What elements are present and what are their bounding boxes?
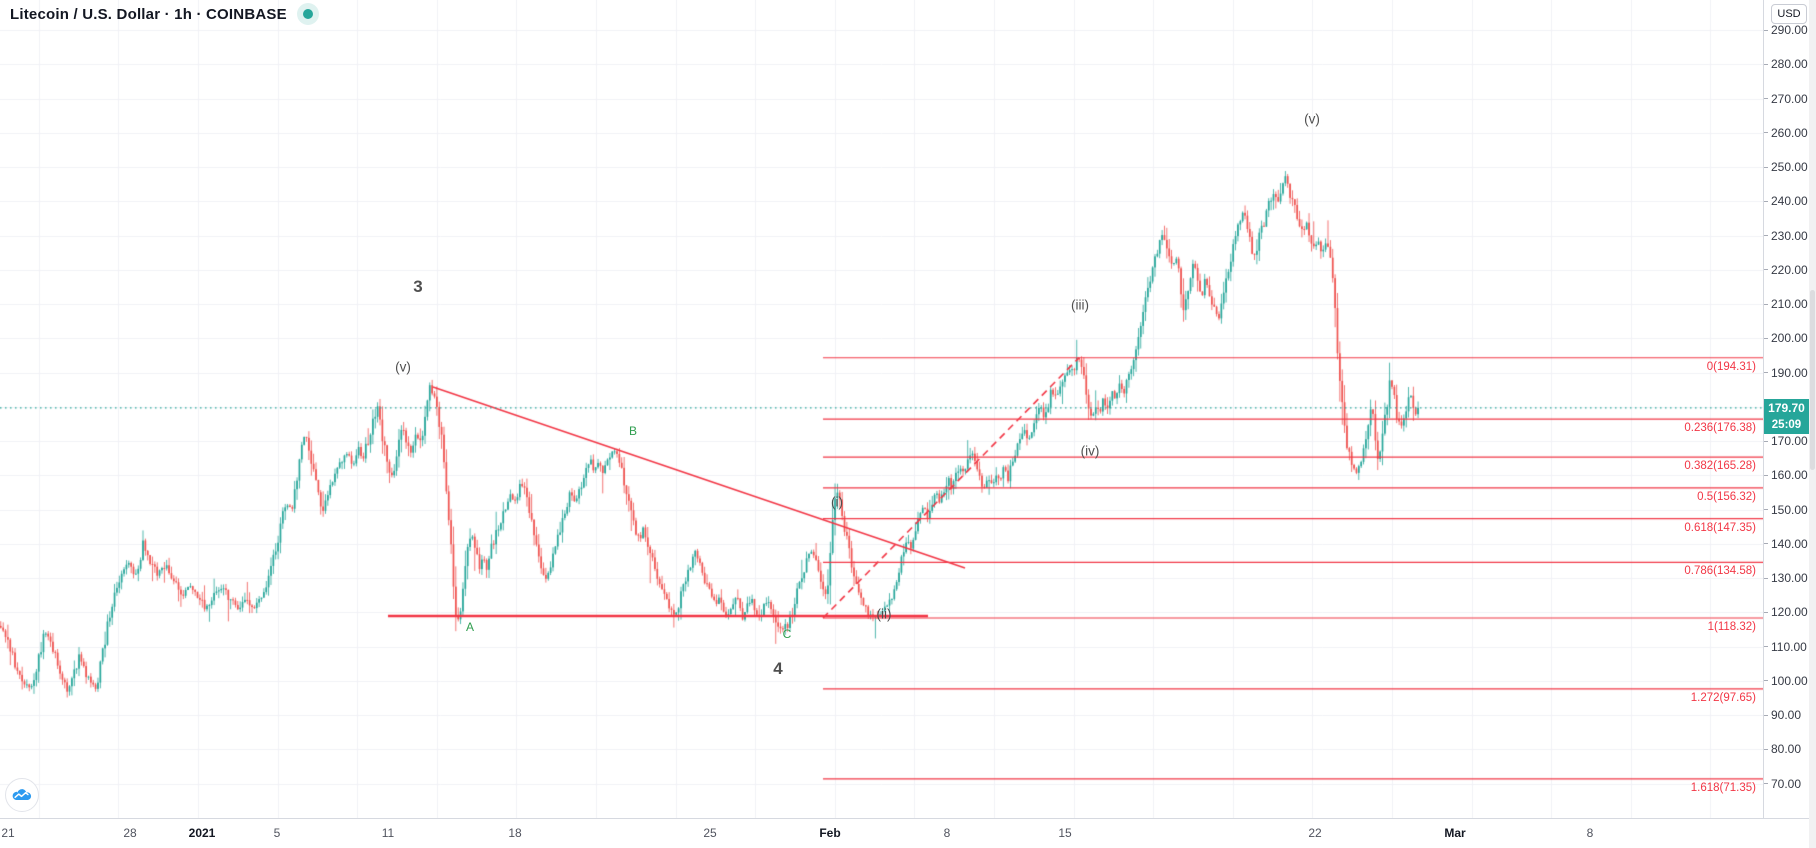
fib-level-label[interactable]: 0.236(176.38) xyxy=(1684,422,1756,435)
price-tick xyxy=(1764,201,1768,202)
price-tick xyxy=(1764,475,1768,476)
price-tick-label: 160.00 xyxy=(1771,468,1808,483)
scrollbar-thumb[interactable] xyxy=(1810,290,1815,470)
price-tick xyxy=(1764,646,1768,647)
elliott-wave-label[interactable]: (iii) xyxy=(1071,297,1089,313)
time-tick-label: 21 xyxy=(1,826,15,840)
price-tick-label: 120.00 xyxy=(1771,605,1808,620)
fib-level-label[interactable]: 0(194.31) xyxy=(1706,360,1756,373)
price-tick xyxy=(1764,132,1768,133)
price-tick xyxy=(1764,338,1768,339)
bar-countdown-label: 25:09 xyxy=(1764,416,1809,434)
fib-level-label[interactable]: 0.786(134.58) xyxy=(1684,565,1756,578)
fib-level-label[interactable]: 0.5(156.32) xyxy=(1697,490,1756,503)
time-tick-label: 18 xyxy=(508,826,522,840)
price-tick xyxy=(1764,269,1768,270)
price-tick-label: 200.00 xyxy=(1771,331,1808,346)
price-tick-label: 80.00 xyxy=(1771,742,1802,757)
elliott-wave-label[interactable]: (v) xyxy=(395,359,411,375)
price-tick-label: 150.00 xyxy=(1771,502,1808,517)
price-tick xyxy=(1764,235,1768,236)
last-price-label: 179.70 xyxy=(1764,398,1809,417)
logo-mountain-icon xyxy=(12,789,32,801)
time-tick-label: 8 xyxy=(943,826,951,840)
time-tick-label: 5 xyxy=(273,826,281,840)
price-tick xyxy=(1764,30,1768,31)
elliott-wave-label[interactable]: B xyxy=(628,424,638,438)
elliott-wave-label[interactable]: (ii) xyxy=(876,606,892,622)
elliott-wave-label[interactable]: (i) xyxy=(831,494,843,510)
fib-level-label[interactable]: 0.382(165.28) xyxy=(1684,460,1756,473)
price-tick xyxy=(1764,372,1768,373)
price-tick-label: 280.00 xyxy=(1771,57,1808,72)
price-tick xyxy=(1764,167,1768,168)
price-tick-label: 190.00 xyxy=(1771,365,1808,380)
price-tick xyxy=(1764,783,1768,784)
time-tick-label: Mar xyxy=(1444,826,1466,840)
time-tick-label: 2021 xyxy=(188,826,216,840)
elliott-wave-label[interactable]: 4 xyxy=(773,659,783,678)
price-tick-label: 70.00 xyxy=(1771,776,1802,791)
market-open-dot-icon xyxy=(302,9,313,19)
time-tick-label: 8 xyxy=(1586,826,1594,840)
candlestick-canvas[interactable] xyxy=(0,0,1763,818)
price-tick xyxy=(1764,64,1768,65)
price-tick-label: 240.00 xyxy=(1771,194,1808,209)
time-tick-label: 25 xyxy=(703,826,717,840)
price-tick-label: 100.00 xyxy=(1771,673,1808,688)
fib-level-label[interactable]: 1.618(71.35) xyxy=(1690,781,1756,794)
market-status-icon[interactable] xyxy=(296,3,319,25)
price-tick xyxy=(1764,578,1768,579)
price-tick-label: 170.00 xyxy=(1771,434,1808,448)
price-tick-label: 90.00 xyxy=(1771,708,1802,722)
fib-level-label[interactable]: 1(118.32) xyxy=(1707,621,1756,633)
price-tick-label: 220.00 xyxy=(1771,262,1808,277)
time-tick-label: 11 xyxy=(381,826,395,840)
elliott-wave-label[interactable]: (v) xyxy=(1304,111,1320,127)
price-tick xyxy=(1764,612,1768,613)
elliott-wave-label[interactable]: C xyxy=(782,627,792,641)
elliott-wave-label[interactable]: A xyxy=(465,620,475,634)
elliott-wave-label[interactable]: (iv) xyxy=(1080,443,1100,459)
price-tick xyxy=(1764,749,1768,750)
price-tick-label: 140.00 xyxy=(1771,536,1808,551)
price-tick xyxy=(1764,509,1768,510)
symbol-title[interactable]: Litecoin / U.S. Dollar · 1h · COINBASE xyxy=(10,5,287,23)
price-tick-label: 290.00 xyxy=(1771,23,1808,37)
price-tick-label: 270.00 xyxy=(1771,91,1808,106)
price-tick-label: 210.00 xyxy=(1771,297,1808,311)
time-tick-label: 28 xyxy=(123,826,137,840)
fib-level-label[interactable]: 0.618(147.35) xyxy=(1684,521,1756,534)
price-tick xyxy=(1764,715,1768,716)
price-tick xyxy=(1764,441,1768,442)
price-tick-label: 110.00 xyxy=(1771,639,1807,654)
price-tick xyxy=(1764,680,1768,681)
chart-legend[interactable]: Litecoin / U.S. Dollar · 1h · COINBASE xyxy=(10,3,319,25)
window-scrollbar[interactable] xyxy=(1809,0,1816,848)
price-tick-label: 250.00 xyxy=(1771,160,1808,174)
time-tick-label: 22 xyxy=(1308,826,1322,840)
price-tick-label: 260.00 xyxy=(1771,125,1808,140)
currency-unit-button[interactable]: USD xyxy=(1771,4,1807,24)
fib-level-label[interactable]: 1.272(97.65) xyxy=(1690,691,1756,704)
elliott-wave-label[interactable]: 3 xyxy=(413,277,423,296)
price-tick-label: 230.00 xyxy=(1771,228,1808,243)
price-tick xyxy=(1764,304,1768,305)
price-tick xyxy=(1764,543,1768,544)
tradingview-logo[interactable] xyxy=(5,778,39,812)
time-tick-label: 15 xyxy=(1058,826,1072,840)
price-axis[interactable]: USD 290.00 280.00 270.00 260.00 250.00 240.00… xyxy=(1763,0,1809,818)
price-tick xyxy=(1764,98,1768,99)
time-tick-label: Feb xyxy=(819,826,841,840)
price-tick-label: 130.00 xyxy=(1771,571,1808,585)
